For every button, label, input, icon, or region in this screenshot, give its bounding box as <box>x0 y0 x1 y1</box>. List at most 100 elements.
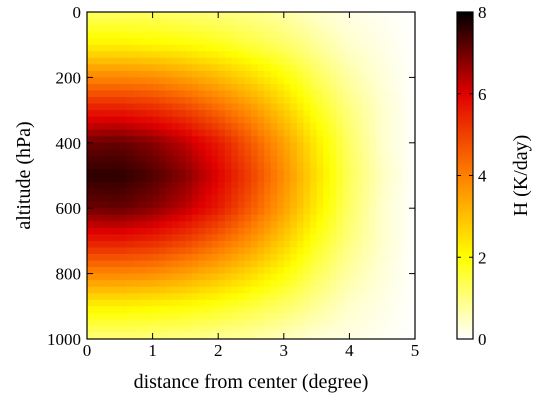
heatmap-cell <box>139 188 147 196</box>
heatmap-cell <box>342 31 350 39</box>
heatmap-cell <box>290 280 298 288</box>
heatmap-cell <box>231 208 239 216</box>
heatmap-cell <box>329 168 337 177</box>
heatmap-cell <box>100 280 108 288</box>
heatmap-cell <box>355 175 364 183</box>
heatmap-cell <box>296 267 305 275</box>
heatmap-cell <box>395 44 403 52</box>
heatmap-cell <box>87 110 95 118</box>
heatmap-cell <box>178 273 186 281</box>
heatmap-cell <box>132 273 141 281</box>
heatmap-cell <box>218 116 226 124</box>
heatmap-cell <box>93 136 101 144</box>
y-tick-label: 1000 <box>47 330 81 349</box>
heatmap-cell <box>146 293 154 301</box>
heatmap-cell <box>139 299 147 307</box>
heatmap-cell <box>329 195 337 203</box>
heatmap-cell <box>126 142 134 150</box>
heatmap-cell <box>159 195 167 203</box>
heatmap-cell <box>382 97 390 105</box>
heatmap-cell <box>106 214 114 222</box>
heatmap-cell <box>342 234 350 242</box>
heatmap-cell <box>165 221 173 229</box>
heatmap-cell <box>126 18 134 26</box>
colorbar-tick-label: 2 <box>478 248 487 267</box>
heatmap-cell <box>165 273 173 281</box>
heatmap-cell <box>132 188 141 196</box>
heatmap-cell <box>290 273 298 281</box>
heatmap-cell <box>139 182 147 190</box>
heatmap-cell <box>283 77 291 85</box>
heatmap-cell <box>165 149 173 157</box>
y-tick-label: 400 <box>56 134 82 153</box>
heatmap-cell <box>382 77 390 85</box>
heatmap-cell <box>159 25 167 33</box>
heatmap-cell <box>211 116 219 124</box>
heatmap-cell <box>185 168 193 177</box>
heatmap-cell <box>401 149 410 157</box>
heatmap-cell <box>323 18 331 26</box>
heatmap-cell <box>93 260 101 268</box>
heatmap-cell <box>290 260 298 268</box>
heatmap-cell <box>290 90 298 98</box>
heatmap-cell <box>277 286 285 294</box>
heatmap-cells <box>87 12 416 340</box>
heatmap-cell <box>159 90 167 98</box>
heatmap-cell <box>100 90 108 98</box>
heatmap-cell <box>362 149 370 157</box>
heatmap-cell <box>191 123 200 131</box>
heatmap-cell <box>375 83 383 92</box>
heatmap-cell <box>87 221 95 229</box>
heatmap-cell <box>408 136 416 144</box>
heatmap-cell <box>323 97 331 105</box>
heatmap-cell <box>362 240 370 249</box>
heatmap-cell <box>349 201 357 209</box>
heatmap-cell <box>159 168 167 177</box>
heatmap-cell <box>369 149 377 157</box>
heatmap-cell <box>231 273 239 281</box>
heatmap-cell <box>283 149 291 157</box>
heatmap-cell <box>146 64 154 72</box>
heatmap-cell <box>198 293 206 301</box>
heatmap-cell <box>185 77 193 85</box>
heatmap-cell <box>401 188 410 196</box>
heatmap-cell <box>87 293 95 301</box>
heatmap-cell <box>211 142 219 150</box>
heatmap-cell <box>191 332 200 340</box>
heatmap-cell <box>296 162 305 170</box>
heatmap-cell <box>152 240 160 249</box>
heatmap-cell <box>211 260 219 268</box>
heatmap-cell <box>316 149 324 157</box>
heatmap-cell <box>126 136 134 144</box>
heatmap-cell <box>355 201 364 209</box>
heatmap-cell <box>119 149 127 157</box>
heatmap-cell <box>191 319 200 327</box>
heatmap-cell <box>244 123 252 131</box>
heatmap-cell <box>165 208 173 216</box>
heatmap-cell <box>172 136 180 144</box>
heatmap-cell <box>395 332 403 340</box>
heatmap-cell <box>106 64 114 72</box>
heatmap-cell <box>93 57 101 65</box>
heatmap-cell <box>395 319 403 327</box>
heatmap-cell <box>283 142 291 150</box>
heatmap-cell <box>132 116 141 124</box>
y-tick-label: 800 <box>56 265 82 284</box>
heatmap-cell <box>401 260 410 268</box>
heatmap-cell <box>355 110 364 118</box>
heatmap-cell <box>198 325 206 334</box>
heatmap-cell <box>237 123 246 131</box>
heatmap-cell <box>185 123 193 131</box>
heatmap-cell <box>251 253 259 262</box>
heatmap-cell <box>290 38 298 46</box>
heatmap-cell <box>290 319 298 327</box>
heatmap-cell <box>132 110 141 118</box>
heatmap-cell <box>224 182 232 190</box>
heatmap-cell <box>185 116 193 124</box>
heatmap-cell <box>165 234 173 242</box>
heatmap-cell <box>152 260 160 268</box>
heatmap-cell <box>237 240 246 249</box>
heatmap-cell <box>126 25 134 33</box>
heatmap-cell <box>323 293 331 301</box>
heatmap-cell <box>218 51 226 59</box>
